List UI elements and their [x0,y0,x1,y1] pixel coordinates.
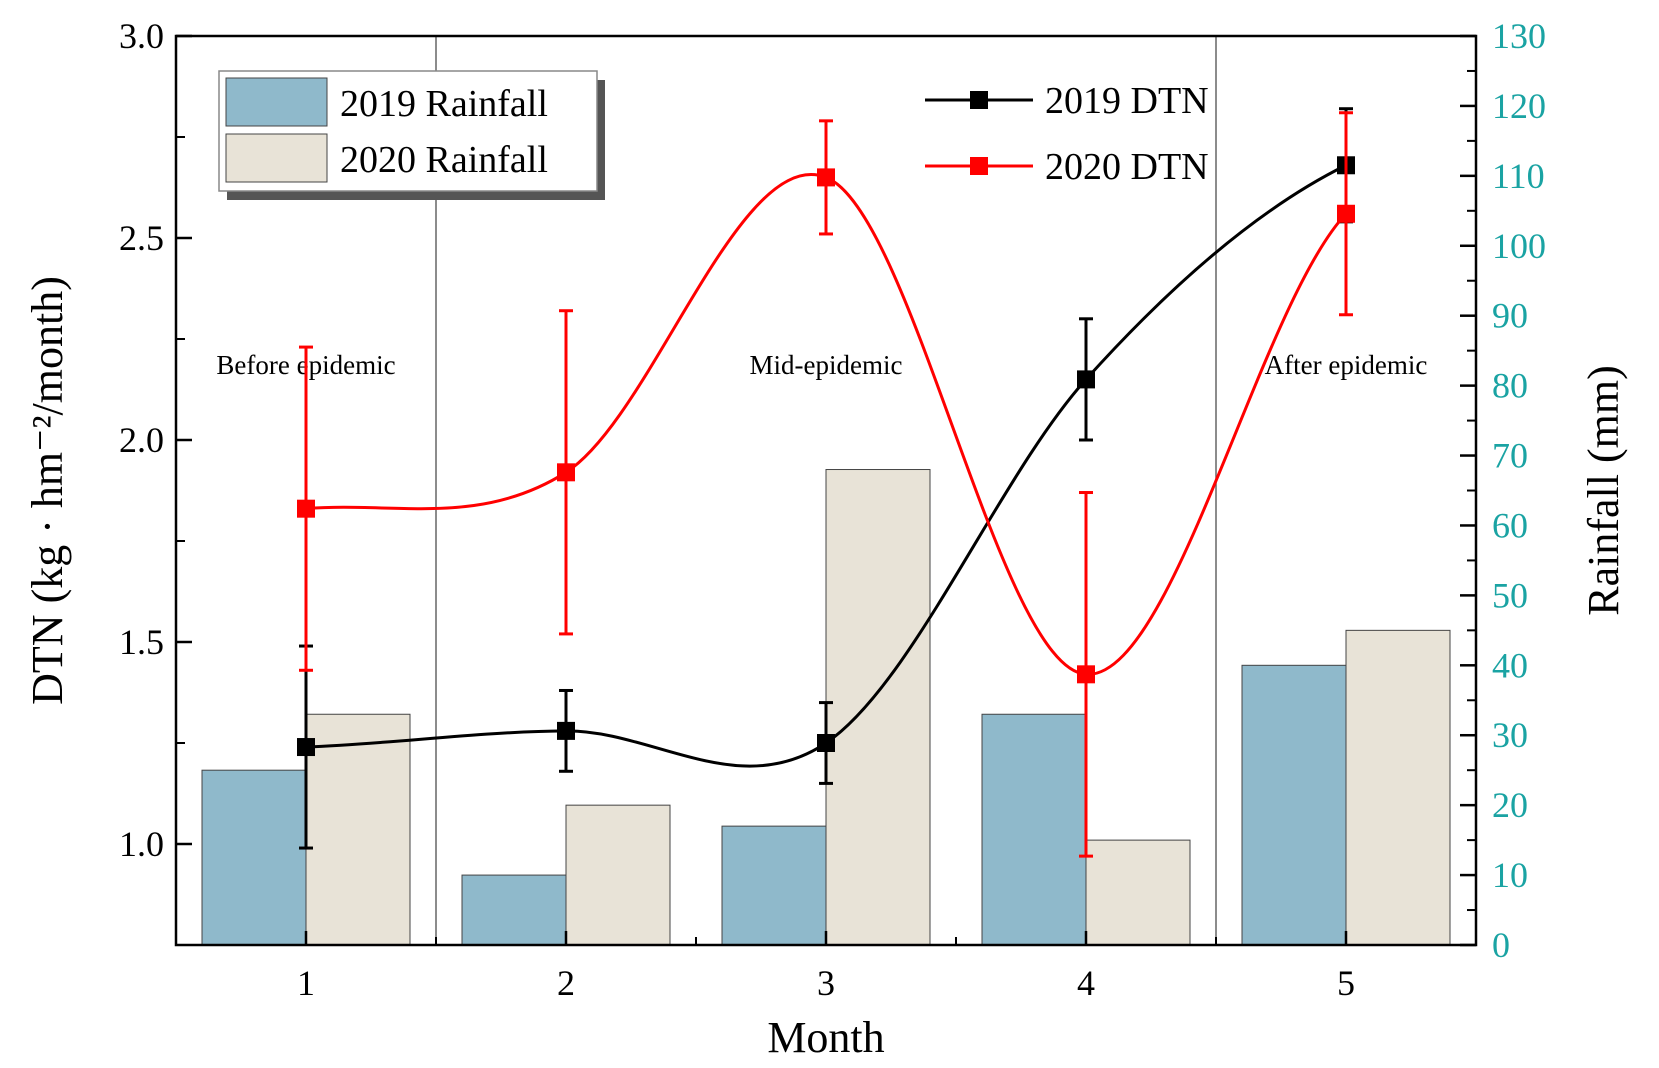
marker-2020-dtn-month-2 [557,463,575,482]
bar-2020-rainfall-month-3 [825,469,931,946]
legend-label-2019-dtn: 2019 DTN [1045,80,1209,122]
left-tick-label: 2.0 [119,420,164,460]
left-tick-label: 2.5 [119,218,164,258]
marker-2020-dtn-month-5 [1337,204,1355,223]
legend-label-2020-dtn: 2020 DTN [1045,146,1209,188]
right-tick-label: 30 [1492,715,1528,755]
left-axis-title: DTN (kg · hm⁻²/month) [23,276,72,705]
right-axis-title: Rainfall (mm) [1579,365,1628,616]
bar-2019-rainfall-month-1 [201,769,307,946]
bar-2020-rainfall-month-5 [1345,629,1451,946]
left-tick-label: 1.0 [119,824,164,864]
marker-2019-dtn-month-3 [817,734,835,752]
right-tick-label: 0 [1492,925,1510,965]
right-tick-label: 20 [1492,785,1528,825]
legend-label-2019-rainfall: 2019 Rainfall [340,83,548,125]
x-axis-title: Month [767,1013,884,1062]
line-2019-dtn [305,163,1347,768]
legend-swatch-2020-rainfall [225,133,328,183]
bar-2020-rainfall-month-2 [565,804,671,946]
right-tick-label: 100 [1492,226,1546,266]
x-tick-label: 1 [297,963,315,1003]
legend-swatch-2019-rainfall [225,77,328,127]
bar-2019-rainfall-month-4 [981,713,1087,946]
x-tick-label: 3 [817,963,835,1003]
phase-label: After epidemic [1265,350,1428,380]
right-tick-label: 60 [1492,505,1528,545]
marker-2020-dtn-month-4 [1077,665,1095,684]
marker-2020-dtn-month-3 [817,168,835,187]
bar-2019-rainfall-month-3 [721,825,827,946]
phase-label: Mid-epidemic [750,350,903,380]
x-tick-label: 2 [557,963,575,1003]
bar-2019-rainfall-month-5 [1241,664,1347,946]
legend-marker-2019-dtn [970,91,988,109]
bar-2020-rainfall-month-1 [305,713,411,946]
left-tick-label: 1.5 [119,622,164,662]
x-tick-label: 5 [1337,963,1355,1003]
marker-2019-dtn-month-1 [297,738,315,757]
marker-2020-dtn-month-1 [297,499,315,518]
legend-marker-2020-dtn [970,157,988,175]
line-2020-dtn [305,173,1348,676]
right-tick-label: 10 [1492,855,1528,895]
x-tick-label: 4 [1077,963,1095,1003]
right-tick-label: 120 [1492,86,1546,126]
marker-2019-dtn-month-2 [557,721,575,740]
marker-2019-dtn-month-4 [1077,370,1095,389]
right-tick-label: 40 [1492,645,1528,685]
right-tick-label: 110 [1492,156,1545,196]
legend-label-2020-rainfall: 2020 Rainfall [340,139,548,181]
bar-2019-rainfall-month-2 [461,874,567,946]
right-tick-label: 80 [1492,366,1528,406]
left-tick-label: 3.0 [119,16,164,56]
right-tick-label: 130 [1492,16,1546,56]
right-tick-label: 90 [1492,296,1528,336]
right-tick-label: 70 [1492,436,1528,476]
bar-2020-rainfall-month-4 [1085,839,1191,946]
right-tick-label: 50 [1492,575,1528,615]
